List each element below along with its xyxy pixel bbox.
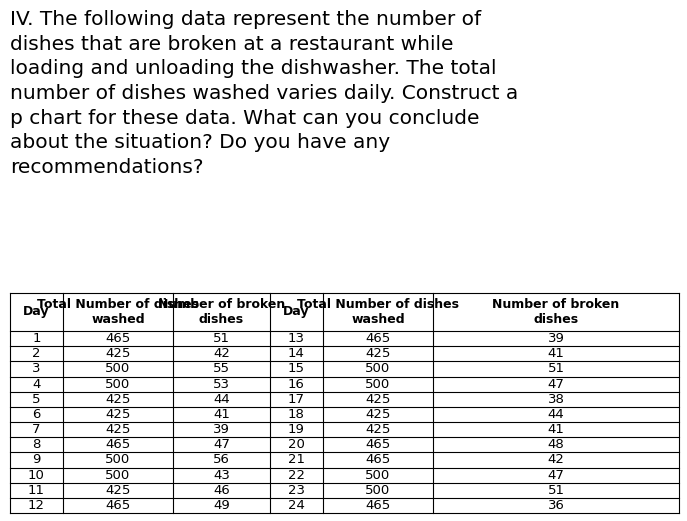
- Text: 41: 41: [213, 408, 230, 421]
- Text: 500: 500: [105, 453, 131, 466]
- Text: 39: 39: [213, 423, 230, 436]
- Text: 53: 53: [213, 378, 230, 391]
- Text: 16: 16: [288, 378, 305, 391]
- Text: 500: 500: [365, 484, 391, 497]
- Text: 13: 13: [288, 332, 305, 345]
- Text: 500: 500: [365, 468, 391, 481]
- Text: 7: 7: [32, 423, 41, 436]
- Text: 38: 38: [548, 393, 565, 406]
- Text: 21: 21: [288, 453, 305, 466]
- Text: 465: 465: [365, 332, 391, 345]
- Text: 425: 425: [105, 348, 131, 360]
- Text: Day: Day: [283, 305, 310, 318]
- Text: 41: 41: [548, 348, 565, 360]
- Text: 49: 49: [213, 499, 230, 512]
- Text: 15: 15: [288, 363, 305, 376]
- Text: 500: 500: [105, 363, 131, 376]
- Text: 56: 56: [213, 453, 230, 466]
- Text: 425: 425: [365, 393, 391, 406]
- Text: 44: 44: [213, 393, 230, 406]
- Text: 465: 465: [365, 499, 391, 512]
- Text: Day: Day: [23, 305, 49, 318]
- Text: 47: 47: [213, 438, 230, 451]
- Text: Number of broken
dishes: Number of broken dishes: [493, 297, 620, 326]
- Text: 9: 9: [32, 453, 41, 466]
- Text: 14: 14: [288, 348, 305, 360]
- Text: 500: 500: [105, 468, 131, 481]
- Text: 42: 42: [548, 453, 565, 466]
- Text: 465: 465: [105, 332, 131, 345]
- Text: 48: 48: [548, 438, 565, 451]
- Text: 51: 51: [548, 363, 565, 376]
- Text: IV. The following data represent the number of
dishes that are broken at a resta: IV. The following data represent the num…: [10, 10, 518, 177]
- Text: 44: 44: [548, 408, 565, 421]
- Text: 20: 20: [288, 438, 305, 451]
- Text: 8: 8: [32, 438, 41, 451]
- Text: 425: 425: [365, 423, 391, 436]
- Text: 19: 19: [288, 423, 305, 436]
- Text: 5: 5: [32, 393, 41, 406]
- Text: 465: 465: [105, 438, 131, 451]
- Text: 3: 3: [32, 363, 41, 376]
- Text: 12: 12: [28, 499, 45, 512]
- Text: 36: 36: [548, 499, 565, 512]
- Text: 22: 22: [288, 468, 305, 481]
- Text: 41: 41: [548, 423, 565, 436]
- Text: 425: 425: [105, 423, 131, 436]
- Text: 425: 425: [365, 348, 391, 360]
- Text: 425: 425: [105, 408, 131, 421]
- Text: 1: 1: [32, 332, 41, 345]
- Text: 500: 500: [105, 378, 131, 391]
- Text: Number of broken
dishes: Number of broken dishes: [158, 297, 285, 326]
- Text: 47: 47: [548, 468, 565, 481]
- Text: 465: 465: [365, 438, 391, 451]
- Text: 11: 11: [28, 484, 45, 497]
- Text: 465: 465: [105, 499, 131, 512]
- Text: Total Number of dishes
washed: Total Number of dishes washed: [297, 297, 459, 326]
- Text: 39: 39: [548, 332, 565, 345]
- Text: 24: 24: [288, 499, 305, 512]
- Text: 500: 500: [365, 363, 391, 376]
- Text: 425: 425: [105, 484, 131, 497]
- Text: 2: 2: [32, 348, 41, 360]
- Text: 465: 465: [365, 453, 391, 466]
- Text: 43: 43: [213, 468, 230, 481]
- Text: 18: 18: [288, 408, 305, 421]
- Text: 425: 425: [365, 408, 391, 421]
- Text: 55: 55: [213, 363, 230, 376]
- Text: 500: 500: [365, 378, 391, 391]
- Text: 46: 46: [213, 484, 230, 497]
- Text: 47: 47: [548, 378, 565, 391]
- Text: 17: 17: [288, 393, 305, 406]
- Text: Total Number of dishes
washed: Total Number of dishes washed: [37, 297, 199, 326]
- Text: 23: 23: [288, 484, 305, 497]
- Text: 6: 6: [32, 408, 41, 421]
- Text: 51: 51: [548, 484, 565, 497]
- Text: 10: 10: [28, 468, 45, 481]
- Text: 4: 4: [32, 378, 41, 391]
- Text: 42: 42: [213, 348, 230, 360]
- Text: 51: 51: [213, 332, 230, 345]
- Text: 425: 425: [105, 393, 131, 406]
